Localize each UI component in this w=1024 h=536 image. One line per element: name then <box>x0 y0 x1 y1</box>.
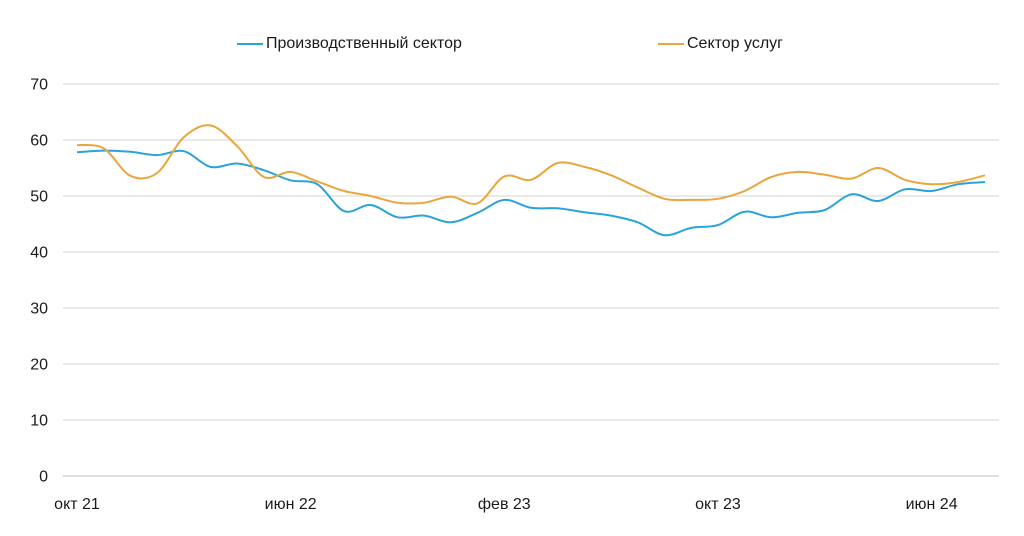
legend-label-manufacturing: Производственный сектор <box>266 35 462 52</box>
x-tick-label-окт-21: окт 21 <box>54 496 100 513</box>
chart-legend: Производственный сектор Сектор услуг <box>0 0 1024 56</box>
y-tick-label-60: 60 <box>30 133 48 150</box>
y-tick-label-30: 30 <box>30 301 48 318</box>
y-tick-label-70: 70 <box>30 77 48 94</box>
legend-label-services: Сектор услуг <box>687 35 784 52</box>
legend-item-services: Сектор услуг <box>658 35 783 53</box>
y-tick-label-20: 20 <box>30 357 48 374</box>
series-line-manufacturing <box>76 149 986 237</box>
legend-line-manufacturing-swatch <box>237 43 263 45</box>
series-line-services <box>76 124 986 205</box>
y-tick-label-0: 0 <box>39 469 48 486</box>
y-tick-label-50: 50 <box>30 189 48 206</box>
x-tick-label-фев-23: фев 23 <box>478 496 531 513</box>
x-tick-label-июн-24: июн 24 <box>906 496 958 513</box>
x-tick-label-июн-22: июн 22 <box>265 496 317 513</box>
x-tick-label-окт-23: окт 23 <box>695 496 741 513</box>
legend-line-services-swatch <box>658 43 684 45</box>
y-tick-label-40: 40 <box>30 245 48 262</box>
legend-item-manufacturing: Производственный сектор <box>237 35 462 53</box>
y-tick-label-10: 10 <box>30 413 48 430</box>
